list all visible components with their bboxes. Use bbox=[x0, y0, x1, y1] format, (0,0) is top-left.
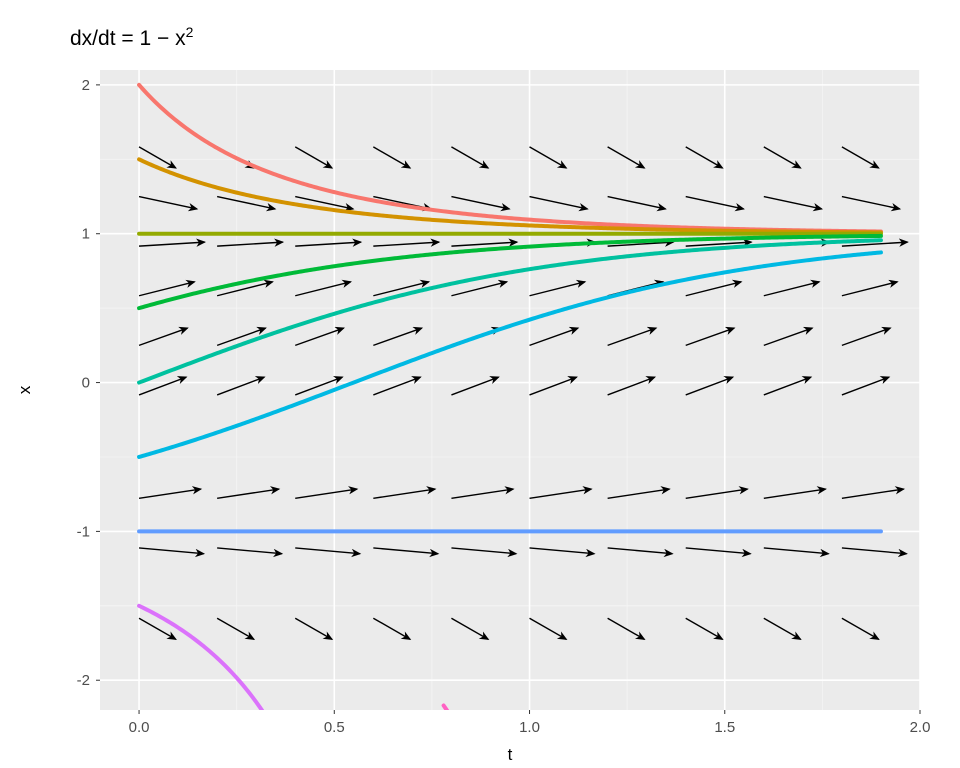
y-tick-label: 0 bbox=[82, 375, 90, 392]
x-tick-label: 2.0 bbox=[910, 719, 931, 736]
slope-field-chart: 0.00.51.01.52.0-2-1012txdx/dt = 1 − x2 bbox=[0, 0, 960, 768]
x-tick-label: 1.5 bbox=[714, 719, 735, 736]
y-tick-label: -2 bbox=[77, 672, 90, 689]
y-axis-label: x bbox=[15, 385, 34, 394]
x-tick-label: 0.5 bbox=[324, 719, 345, 736]
trajectory-curve bbox=[444, 706, 629, 768]
x-axis-label: t bbox=[508, 745, 513, 764]
plot-title: dx/dt = 1 − x2 bbox=[70, 24, 194, 50]
title-text: dx/dt = 1 − x bbox=[70, 27, 186, 50]
y-tick-label: 1 bbox=[82, 226, 90, 243]
x-tick-label: 1.0 bbox=[519, 719, 540, 736]
y-tick-label: -1 bbox=[77, 523, 90, 540]
title-superscript: 2 bbox=[186, 24, 194, 40]
y-tick-label: 2 bbox=[82, 77, 90, 94]
x-tick-label: 0.0 bbox=[129, 719, 150, 736]
chart-svg: 0.00.51.01.52.0-2-1012txdx/dt = 1 − x2 bbox=[0, 0, 960, 768]
